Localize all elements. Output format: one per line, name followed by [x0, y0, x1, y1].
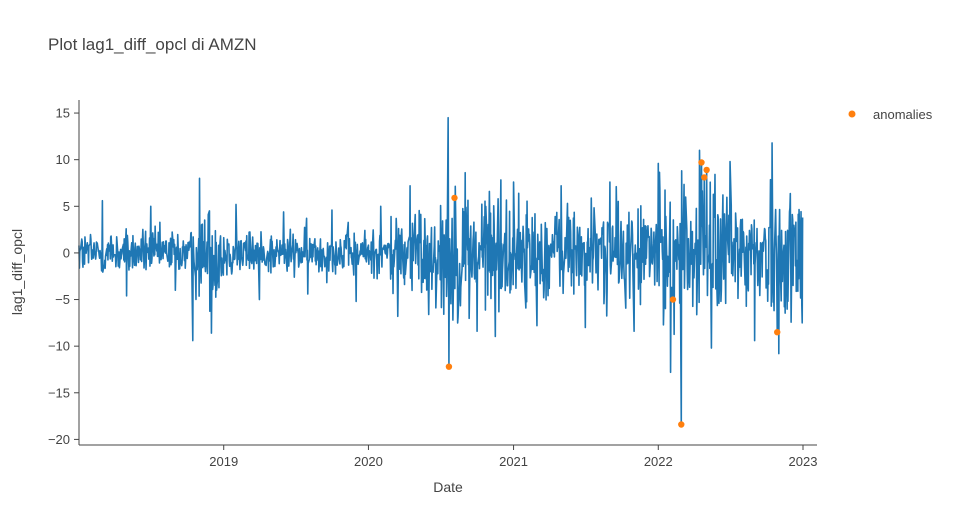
anomaly-point[interactable]	[445, 363, 453, 370]
y-tick-label: 5	[63, 199, 70, 214]
anomaly-point[interactable]	[701, 174, 708, 181]
legend-marker	[848, 110, 856, 118]
anomaly-point[interactable]	[669, 296, 677, 303]
x-tick-label: 2021	[499, 454, 528, 469]
y-axis-label: lag1_diff_opcl	[9, 229, 25, 315]
legend[interactable]: anomalies	[848, 107, 933, 122]
anomaly-points	[445, 159, 781, 428]
legend-label: anomalies	[873, 107, 933, 122]
y-tick-label: −20	[48, 432, 70, 447]
anomaly-point[interactable]	[678, 421, 685, 428]
y-axis-ticks: 15 10 5 0 −5 −10 −15 −20	[48, 106, 79, 447]
chart-title: Plot lag1_diff_opcl di AMZN	[48, 35, 257, 54]
y-tick-label: −15	[48, 385, 70, 400]
anomaly-point[interactable]	[698, 159, 705, 166]
y-tick-label: −5	[55, 292, 70, 307]
x-tick-label: 2022	[644, 454, 673, 469]
anomaly-point[interactable]	[703, 166, 710, 174]
y-tick-label: 15	[56, 106, 70, 121]
y-tick-label: 0	[63, 245, 70, 260]
anomaly-point[interactable]	[774, 328, 781, 336]
x-tick-label: 2019	[209, 454, 238, 469]
x-axis-label: Date	[433, 479, 463, 495]
x-axis-ticks: 2019 2020 2021 2022 2023	[209, 445, 817, 469]
series-line	[78, 116, 804, 426]
x-tick-label: 2020	[354, 454, 383, 469]
plot-area	[78, 116, 804, 428]
y-tick-label: 10	[56, 152, 70, 167]
y-tick-label: −10	[48, 339, 70, 354]
x-tick-label: 2023	[789, 454, 818, 469]
anomaly-point[interactable]	[451, 194, 458, 202]
